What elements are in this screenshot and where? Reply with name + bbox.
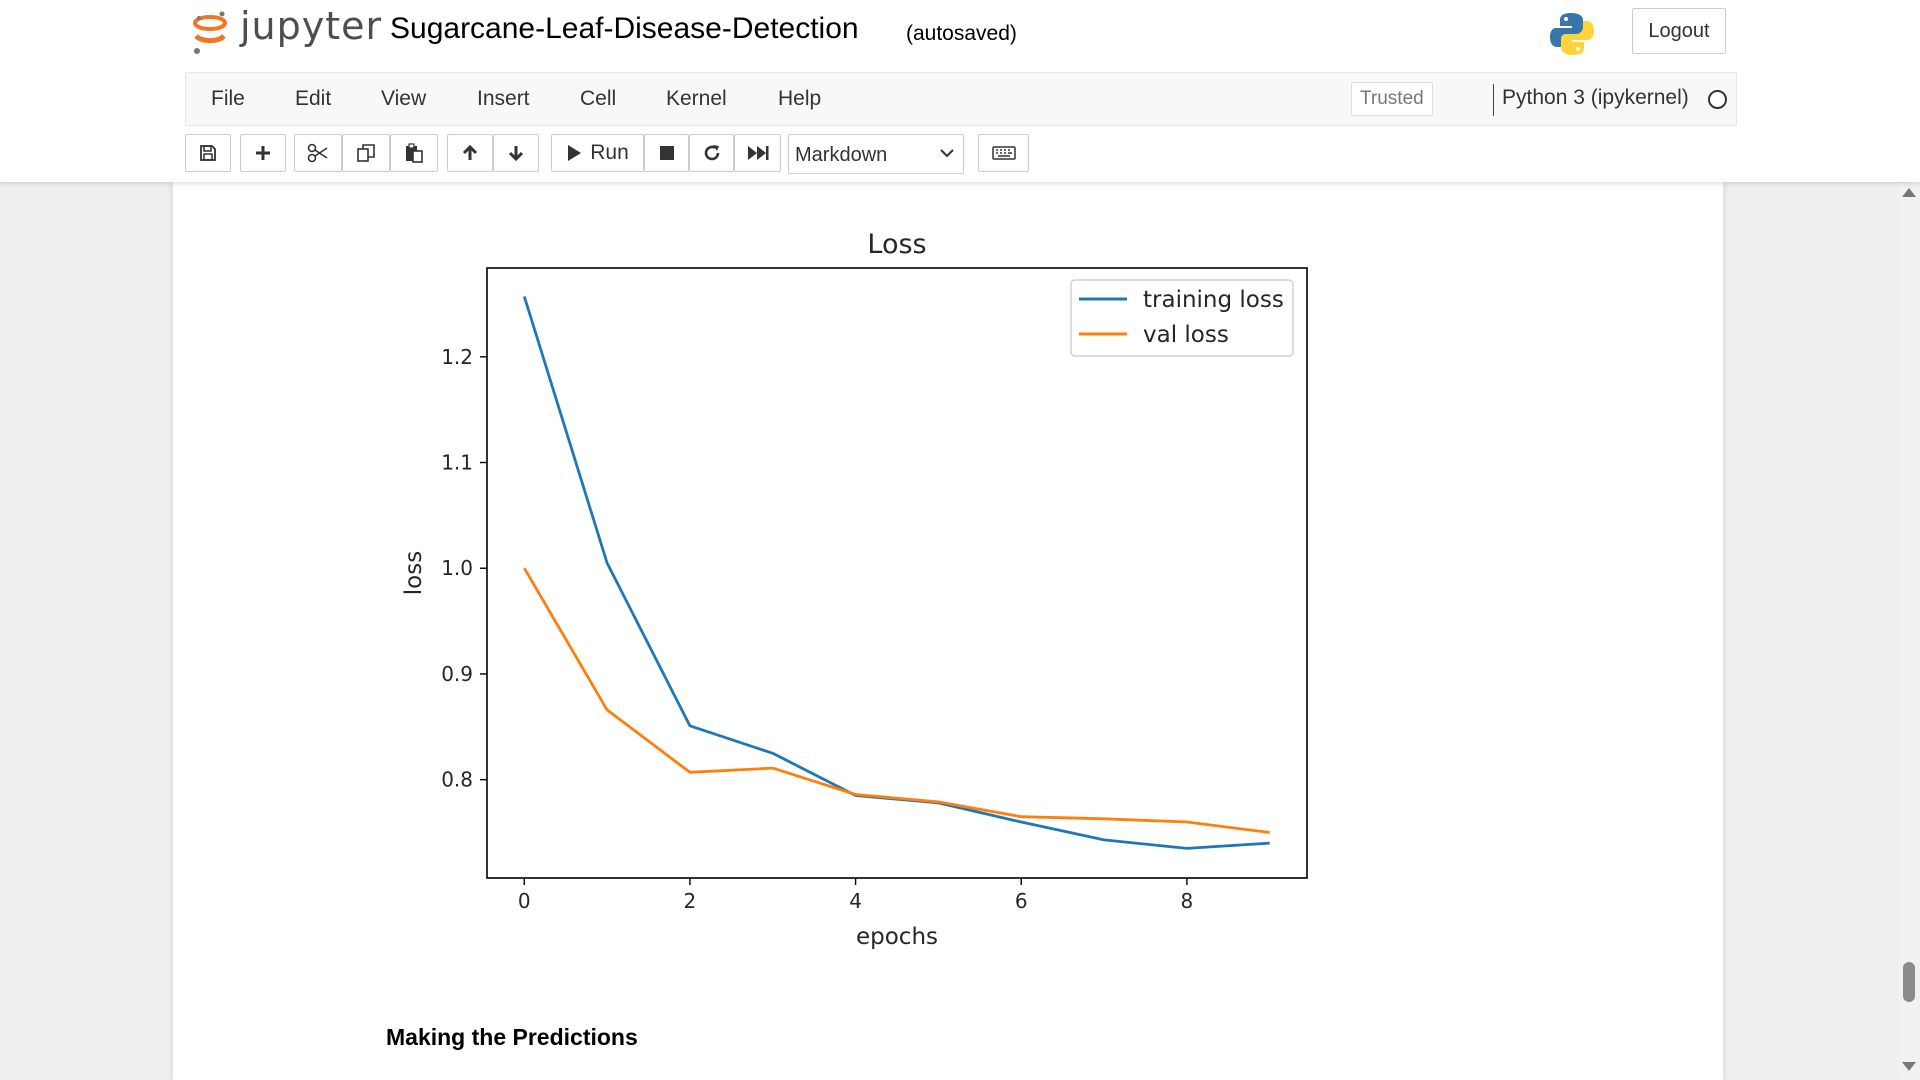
- x-axis-label: epochs: [856, 924, 938, 950]
- scroll-down-arrow-icon[interactable]: [1902, 1062, 1916, 1071]
- notebook-title[interactable]: Sugarcane-Leaf-Disease-Detection: [390, 12, 859, 45]
- paste-button[interactable]: [390, 134, 438, 172]
- tick-layer: 0 2 4 6 8 0.8 0.9 1.0 1.1 1.2: [441, 345, 1193, 913]
- save-status: (autosaved): [906, 22, 1017, 45]
- restart-icon: [704, 145, 719, 161]
- arrow-up-icon: [462, 144, 478, 160]
- line-layer: [522, 296, 1270, 850]
- menu-kernel[interactable]: Kernel: [666, 87, 727, 110]
- y-tick-label-1: 0.9: [441, 662, 473, 686]
- y-axis-label: loss: [401, 551, 427, 595]
- copy-icon: [357, 144, 375, 162]
- loss-chart: 0 2 4 6 8 0.8 0.9 1.0 1.1 1.2 Loss epochs loss tr…: [401, 229, 1308, 950]
- interrupt-button[interactable]: [644, 134, 689, 172]
- menu-edit[interactable]: Edit: [295, 87, 332, 110]
- jupyter-logo-text[interactable]: jupyter: [240, 4, 383, 48]
- legend-label-training: training loss: [1143, 287, 1284, 313]
- kernel-divider: [1493, 84, 1494, 116]
- move-down-button[interactable]: [493, 134, 539, 172]
- plus-icon: [256, 146, 270, 160]
- markdown-heading[interactable]: Making the Predictions: [386, 1024, 638, 1050]
- menu-file[interactable]: File: [211, 87, 245, 110]
- logout-button[interactable]: Logout: [1632, 8, 1726, 54]
- plot-frame: [486, 267, 1308, 879]
- menu-view[interactable]: View: [381, 87, 427, 110]
- chevron-down-icon: [940, 149, 954, 158]
- paste-icon: [406, 143, 423, 163]
- scroll-up-arrow-icon[interactable]: [1902, 188, 1916, 197]
- notebook-page: 0 2 4 6 8 0.8 0.9 1.0 1.1 1.2 Loss epochs loss tr…: [173, 182, 1723, 1080]
- insert-cell-button[interactable]: [240, 134, 286, 172]
- series-line-val: [523, 567, 1270, 834]
- menu-insert[interactable]: Insert: [477, 87, 530, 110]
- menubar: File Edit View Insert Cell Kernel Help: [185, 72, 1737, 126]
- save-icon: [200, 145, 216, 161]
- keyboard-icon: [991, 146, 1016, 160]
- scroll-thumb[interactable]: [1903, 962, 1915, 1002]
- chart-title: Loss: [867, 229, 926, 260]
- cell-type-value: Markdown: [795, 144, 888, 166]
- scissors-icon: [307, 143, 328, 163]
- restart-run-all-button[interactable]: [734, 134, 781, 172]
- copy-button[interactable]: [342, 134, 390, 172]
- jupyter-logo-icon[interactable]: [190, 8, 370, 58]
- cut-button[interactable]: [294, 134, 342, 172]
- menu-help[interactable]: Help: [778, 87, 822, 110]
- run-button[interactable]: Run: [551, 134, 644, 172]
- run-icon: [568, 145, 582, 161]
- y-tick-label-0: 0.8: [441, 768, 473, 792]
- header: jupyter Sugarcane-Leaf-Disease-Detection…: [0, 0, 1920, 182]
- y-tick-label-3: 1.1: [441, 451, 473, 475]
- python-logo-icon: [1550, 13, 1594, 55]
- kernel-status-icon: [1708, 90, 1727, 109]
- x-tick-label-2: 4: [849, 889, 862, 913]
- stop-icon: [659, 146, 674, 160]
- x-tick-label-3: 6: [1015, 889, 1028, 913]
- move-up-button[interactable]: [447, 134, 493, 172]
- y-tick-label-2: 1.0: [441, 556, 473, 580]
- arrow-down-icon: [508, 146, 524, 162]
- y-tick-label-4: 1.2: [441, 345, 473, 369]
- scrollbar[interactable]: [1898, 182, 1920, 1080]
- menu-cell[interactable]: Cell: [580, 87, 617, 110]
- chart-legend: training loss val loss: [1070, 279, 1294, 357]
- x-tick-label-0: 0: [518, 889, 531, 913]
- trusted-indicator[interactable]: Trusted: [1351, 82, 1433, 116]
- save-button[interactable]: [185, 134, 231, 172]
- command-palette-button[interactable]: [978, 134, 1029, 172]
- kernel-name[interactable]: Python 3 (ipykernel): [1502, 86, 1689, 109]
- legend-label-val: val loss: [1143, 322, 1229, 348]
- run-label: Run: [590, 141, 629, 164]
- fast-forward-icon: [747, 146, 768, 160]
- restart-button[interactable]: [689, 134, 734, 172]
- cell-type-select[interactable]: Markdown: [788, 134, 964, 174]
- x-tick-label-1: 2: [684, 889, 697, 913]
- x-tick-label-4: 8: [1181, 889, 1194, 913]
